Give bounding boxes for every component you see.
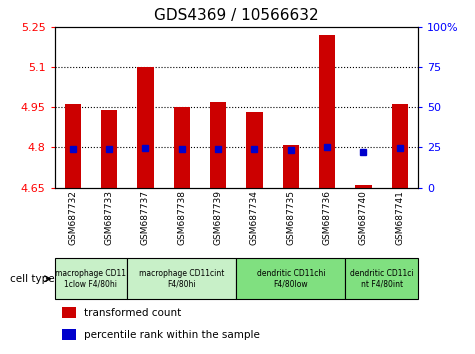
Bar	[55, 258, 127, 299]
Bar	[127, 258, 237, 299]
Text: transformed count: transformed count	[84, 308, 181, 318]
Bar	[65, 104, 81, 188]
Bar	[101, 110, 117, 188]
Text: macrophage CD11cint
F4/80hi: macrophage CD11cint F4/80hi	[139, 269, 225, 289]
Bar	[355, 185, 371, 188]
Text: cell type: cell type	[10, 274, 55, 284]
Bar	[247, 113, 263, 188]
Bar	[137, 67, 153, 188]
Bar	[174, 107, 190, 188]
Text: dendritic CD11ci
nt F4/80int: dendritic CD11ci nt F4/80int	[350, 269, 413, 289]
Title: GDS4369 / 10566632: GDS4369 / 10566632	[154, 7, 319, 23]
Bar	[319, 35, 335, 188]
Text: macrophage CD11
1clow F4/80hi: macrophage CD11 1clow F4/80hi	[56, 269, 126, 289]
Bar	[62, 307, 76, 318]
Bar	[283, 145, 299, 188]
Bar	[345, 258, 418, 299]
Text: percentile rank within the sample: percentile rank within the sample	[84, 330, 259, 340]
Bar	[237, 258, 345, 299]
Text: dendritic CD11chi
F4/80low: dendritic CD11chi F4/80low	[256, 269, 325, 289]
Bar	[62, 329, 76, 340]
Bar	[392, 104, 408, 188]
Bar	[210, 102, 226, 188]
